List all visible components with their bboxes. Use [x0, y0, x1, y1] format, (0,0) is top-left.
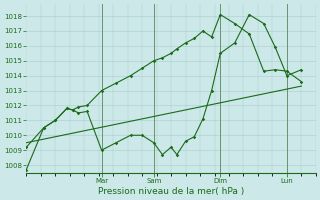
X-axis label: Pression niveau de la mer( hPa ): Pression niveau de la mer( hPa ) [98, 187, 244, 196]
